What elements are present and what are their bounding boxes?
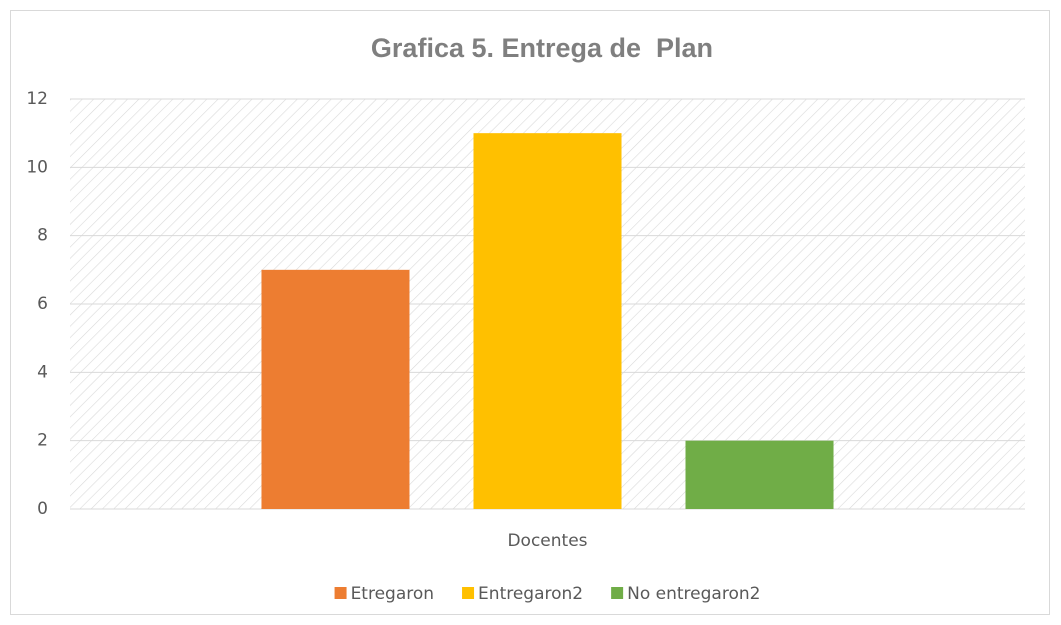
y-tick-label: 10 <box>26 157 48 177</box>
chart-title: Grafica 5. Entrega de Plan <box>371 33 713 63</box>
legend-label: Etregaron <box>351 584 434 604</box>
legend-swatch <box>462 587 475 599</box>
y-tick-label: 4 <box>37 362 48 382</box>
bar <box>473 133 622 509</box>
bar <box>261 269 410 509</box>
legend-swatch <box>334 587 347 599</box>
legend-label: Entregaron2 <box>478 584 583 604</box>
y-tick-label: 8 <box>37 226 48 246</box>
legend-label: No entregaron2 <box>627 584 760 604</box>
bar <box>685 440 834 509</box>
y-tick-label: 12 <box>26 89 48 109</box>
legend-swatch <box>611 587 624 599</box>
y-tick-label: 6 <box>37 294 48 314</box>
y-tick-label: 2 <box>37 431 48 451</box>
y-tick-label: 0 <box>37 499 48 519</box>
x-tick-label: Docentes <box>507 531 587 551</box>
